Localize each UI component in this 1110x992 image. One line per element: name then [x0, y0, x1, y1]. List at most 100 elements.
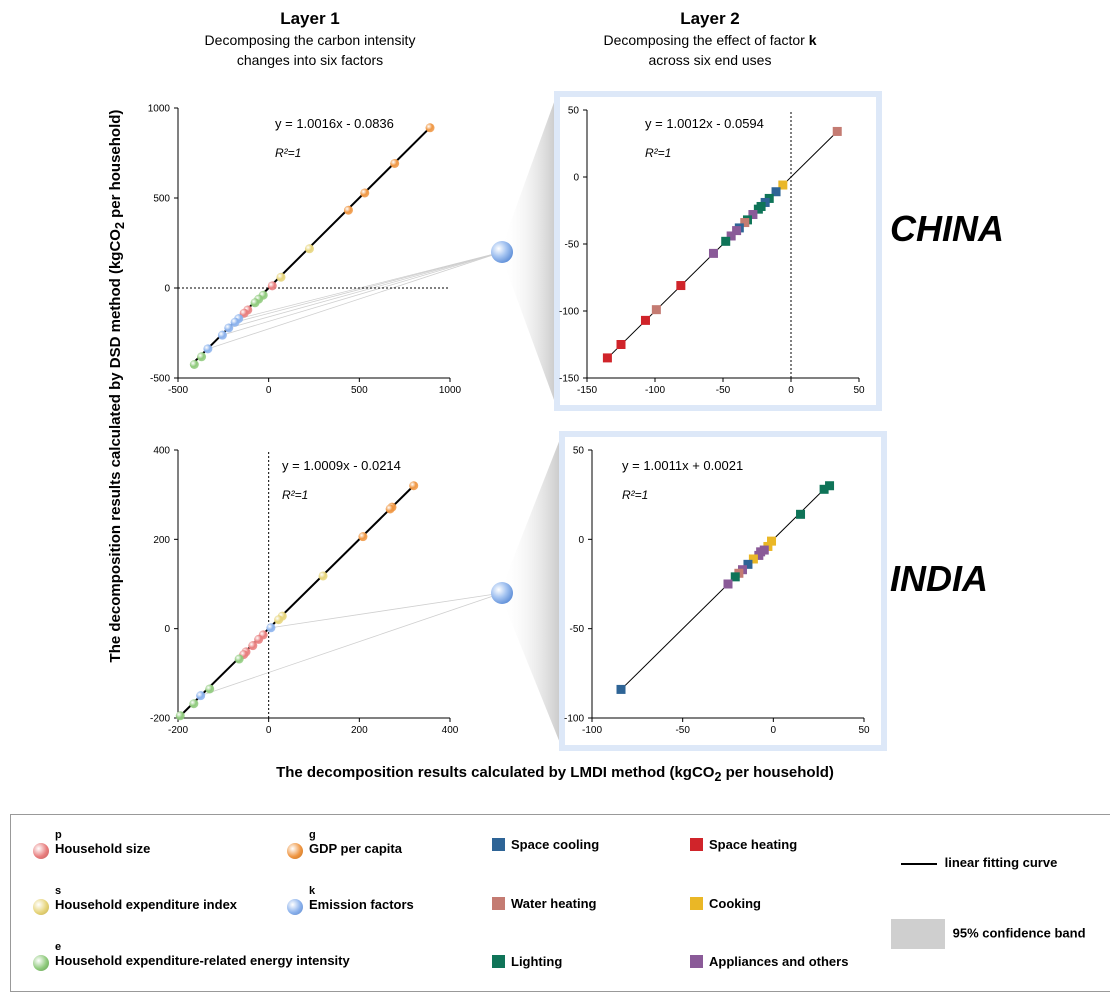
legend-g-letter: g — [309, 829, 316, 841]
data-point — [360, 188, 370, 198]
data-point — [409, 481, 419, 491]
legend-fit-label: linear fitting curve — [944, 855, 1058, 870]
data-point — [819, 484, 829, 494]
zoom-link-line — [235, 251, 503, 323]
factor-ball-icon — [33, 955, 49, 971]
data-point — [743, 559, 753, 569]
legend-item-s: s Household expenditure index — [33, 885, 238, 915]
chart-india_layer1: -200 0 200 400 -200 0 200 400 y = 1.0009x - 0.02… — [150, 446, 459, 737]
factor-ball-icon — [287, 843, 303, 859]
data-point — [602, 353, 612, 363]
factor-ball-icon — [33, 899, 49, 915]
zoom-link-line — [207, 251, 503, 350]
fit-line — [179, 484, 415, 717]
data-point — [740, 218, 750, 228]
data-point — [425, 123, 435, 133]
x-tick-label: 0 — [266, 385, 272, 396]
layer2-header: Layer 2 Decomposing the effect of factor… — [550, 8, 870, 70]
x-tick-label: -50 — [716, 385, 731, 396]
layer2-subtitle-factor: k — [808, 32, 817, 48]
data-point — [276, 272, 286, 282]
layer2-subtitle-text: Decomposing the effect of factor — [603, 32, 809, 48]
data-point — [730, 572, 740, 582]
x-axis-label: The decomposition results calculated by … — [0, 764, 1110, 784]
layer1-subtitle-line2: changes into six factors — [236, 52, 384, 68]
data-point — [796, 509, 806, 519]
factor-ball-icon — [33, 843, 49, 859]
y-tick-label: 0 — [164, 284, 170, 295]
data-point — [175, 711, 185, 721]
legend-item-space-cooling: Space cooling — [492, 837, 599, 852]
legend-p-letter: p — [55, 829, 62, 841]
legend-space-heating-label: Space heating — [709, 837, 798, 852]
data-point — [721, 236, 731, 246]
zoom-link-line — [222, 251, 503, 336]
y-tick-label: 500 — [153, 194, 170, 205]
r-squared: R²=1 — [645, 146, 671, 160]
zoom-cone — [502, 434, 562, 748]
x-tick-label: 0 — [771, 725, 777, 736]
y-tick-label: 0 — [578, 535, 584, 546]
layer1-subtitle-line1: Decomposing the carbon intensity — [204, 32, 416, 48]
legend-lighting-label: Lighting — [511, 954, 563, 969]
x-tick-label: -200 — [168, 725, 188, 736]
y-tick-label: 0 — [164, 624, 170, 635]
x-tick-label: 0 — [266, 725, 272, 736]
legend-g-label: GDP per capita — [309, 841, 402, 856]
zoom-cone — [502, 94, 557, 408]
x-axis-label-text: The decomposition results calculated by … — [276, 764, 715, 781]
fit-equation: y = 1.0011x + 0.0021 — [622, 458, 743, 473]
y-tick-label: -200 — [150, 714, 170, 725]
legend-item-water-heating: Water heating — [492, 896, 596, 911]
chart-china_layer2: -150 -100 -50 0 50 -150 -100 -50 0 50 y = 1.0012x … — [554, 91, 882, 411]
data-point — [771, 187, 781, 197]
y-tick-label: -100 — [564, 714, 584, 725]
legend-cooking-label: Cooking — [709, 896, 761, 911]
legend-item-fit: linear fitting curve — [901, 855, 1057, 870]
x-tick-label: -500 — [168, 385, 188, 396]
data-point — [748, 210, 758, 220]
zoom-connectors — [200, 94, 562, 748]
data-point — [234, 654, 244, 664]
legend-s-letter: s — [55, 885, 62, 897]
y-tick-label: 1000 — [148, 104, 171, 115]
factor-ball-icon — [287, 899, 303, 915]
fit-equation: y = 1.0016x - 0.0836 — [275, 116, 394, 131]
factor-k-ball-icon — [491, 241, 513, 263]
data-point — [304, 244, 314, 254]
chart-china_layer1: -500 0 500 1000 -500 0 500 1000 y = 1.0016x - 0.… — [148, 104, 462, 397]
y-tick-label: -500 — [150, 374, 170, 385]
country-label-india: INDIA — [890, 558, 988, 599]
legend-band-label: 95% confidence band — [952, 925, 1086, 941]
y-tick-label: 50 — [573, 446, 585, 457]
y-tick-label: -50 — [565, 240, 580, 251]
legend-item-appliances: Appliances and others — [690, 954, 848, 969]
layer1-title: Layer 1 — [280, 9, 340, 28]
y-tick-label: 400 — [153, 446, 170, 457]
appliances-swatch-icon — [690, 955, 703, 968]
data-point — [189, 699, 199, 709]
y-tick-label: 200 — [153, 535, 170, 546]
x-tick-label: 200 — [351, 725, 368, 736]
x-tick-label: 1000 — [439, 385, 462, 396]
x-tick-label: 50 — [858, 725, 870, 736]
zoom-link-line — [228, 251, 503, 329]
cooking-swatch-icon — [690, 897, 703, 910]
layer1-header: Layer 1 Decomposing the carbon intensity… — [150, 8, 470, 70]
legend-item-band: 95% confidence band — [891, 919, 1086, 949]
factor-k-ball-icon — [491, 582, 513, 604]
zoom-link-line — [270, 592, 503, 629]
legend-k-letter: k — [309, 885, 316, 897]
data-point — [640, 315, 650, 325]
legend-s-label: Household expenditure index — [55, 897, 238, 912]
data-point — [767, 536, 777, 546]
data-point — [748, 554, 758, 564]
data-point — [732, 226, 742, 236]
data-point — [197, 352, 207, 362]
confidence-band-icon — [891, 919, 945, 949]
data-point — [753, 204, 763, 214]
x-tick-label: -100 — [582, 725, 602, 736]
data-point — [203, 344, 213, 354]
x-axis-label-sub: 2 — [714, 770, 722, 784]
